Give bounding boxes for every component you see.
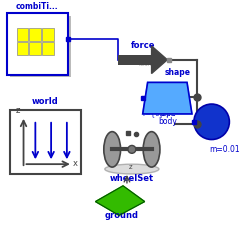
Text: r={0.2,...: r={0.2,... [143,110,176,117]
Text: pipe: pipe [159,109,176,118]
Bar [29,42,41,55]
Text: combiTi...: combiTi... [16,1,59,11]
Text: res....: res.... [139,62,156,67]
Text: force: force [130,41,155,50]
Text: m=0.01: m=0.01 [209,146,240,154]
Text: wheelSet: wheelSet [110,174,154,183]
Text: ground: ground [105,211,139,220]
Ellipse shape [143,132,160,167]
Bar [10,110,81,174]
Ellipse shape [105,164,159,174]
Ellipse shape [104,132,121,167]
Text: fixedTr....: fixedTr.... [147,104,185,110]
Polygon shape [95,186,145,215]
Polygon shape [143,82,192,114]
Bar [118,55,154,65]
Text: world: world [32,97,59,106]
Bar [7,13,68,75]
Text: z: z [129,164,133,170]
Bar [10,16,71,77]
Circle shape [194,104,229,140]
Circle shape [128,146,136,153]
Polygon shape [152,46,167,74]
Text: shape: shape [164,69,190,77]
Text: z: z [15,106,20,115]
Bar [17,28,28,41]
Bar [17,42,28,55]
Bar [42,42,54,55]
Text: x: x [73,159,78,168]
Bar [29,28,41,41]
Text: body: body [158,117,177,126]
Bar [42,28,54,41]
